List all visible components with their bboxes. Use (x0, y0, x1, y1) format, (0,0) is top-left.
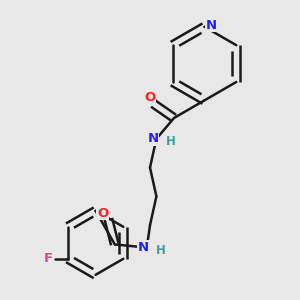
Text: O: O (144, 91, 156, 104)
Text: F: F (44, 252, 52, 265)
Text: H: H (166, 135, 176, 148)
Text: N: N (138, 241, 149, 254)
Text: O: O (97, 206, 108, 220)
Text: N: N (206, 19, 217, 32)
Text: H: H (156, 244, 166, 257)
Text: N: N (148, 132, 159, 145)
